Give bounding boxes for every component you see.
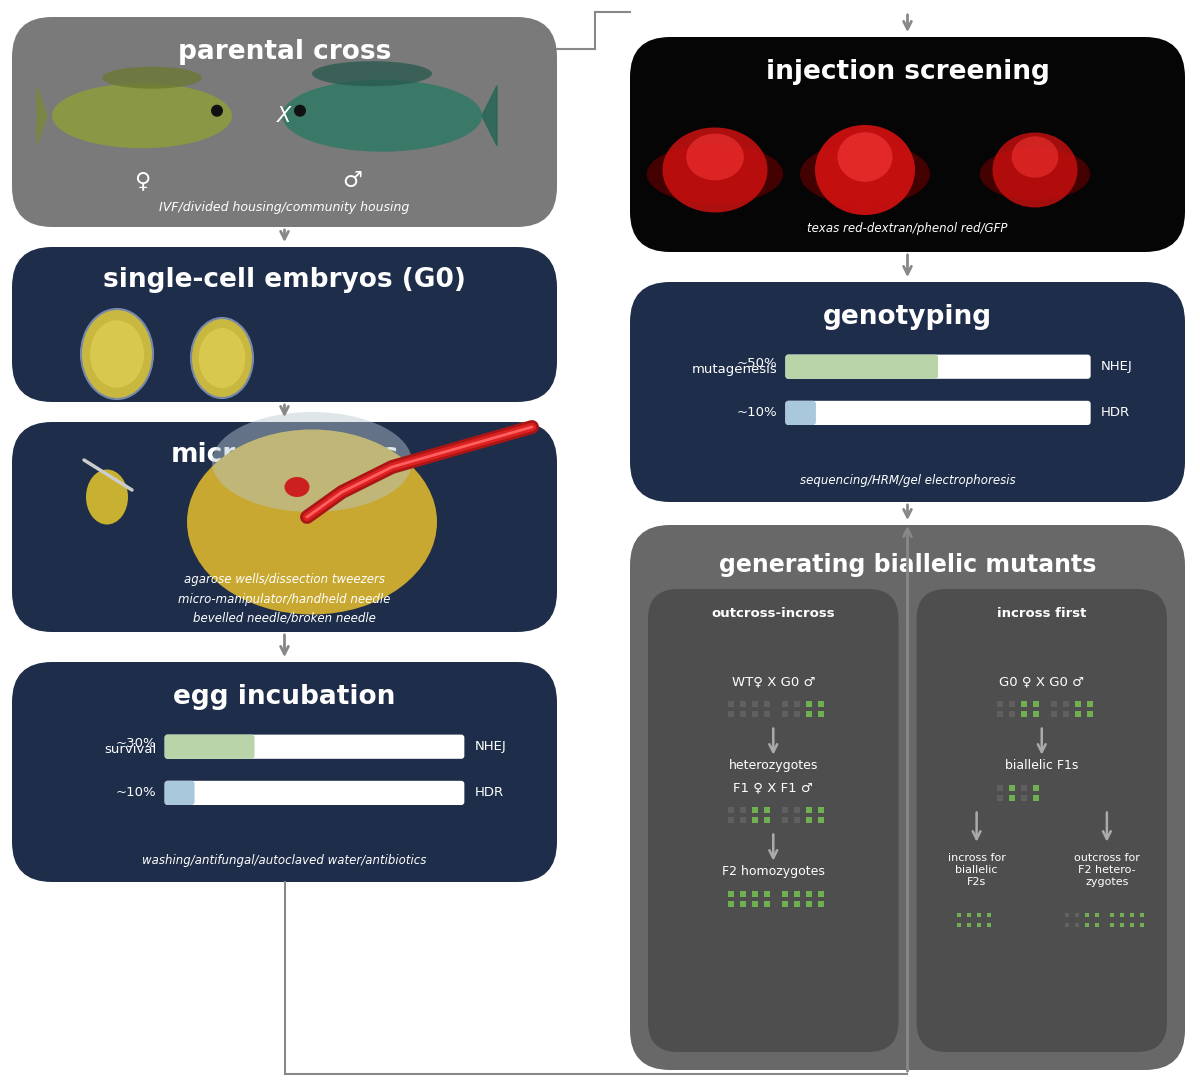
Text: generating biallelic mutants: generating biallelic mutants — [719, 553, 1096, 577]
Text: genotyping: genotyping — [823, 304, 992, 330]
FancyBboxPatch shape — [648, 589, 899, 1052]
Ellipse shape — [312, 62, 432, 87]
Text: IVF/divided housing/community housing: IVF/divided housing/community housing — [160, 201, 409, 214]
Text: NHEJ: NHEJ — [1100, 360, 1133, 373]
Text: WT♀ X G0 ♂: WT♀ X G0 ♂ — [732, 675, 815, 688]
Text: incross first: incross first — [997, 607, 1086, 620]
Ellipse shape — [52, 83, 232, 148]
Text: bevelled needle/broken needle: bevelled needle/broken needle — [193, 611, 376, 624]
Ellipse shape — [212, 412, 412, 512]
Text: mutagenesis: mutagenesis — [691, 364, 778, 377]
Ellipse shape — [199, 328, 245, 388]
FancyBboxPatch shape — [164, 735, 464, 758]
FancyBboxPatch shape — [12, 422, 557, 632]
Text: biallelic F1s: biallelic F1s — [1006, 760, 1079, 773]
FancyBboxPatch shape — [630, 282, 1186, 502]
Text: survival: survival — [104, 743, 157, 756]
FancyBboxPatch shape — [917, 589, 1166, 1052]
Text: agarose wells/dissection tweezers: agarose wells/dissection tweezers — [184, 573, 385, 586]
Text: sequencing/HRM/gel electrophoresis: sequencing/HRM/gel electrophoresis — [799, 474, 1015, 487]
Ellipse shape — [992, 132, 1078, 208]
FancyBboxPatch shape — [12, 17, 557, 227]
Ellipse shape — [815, 126, 916, 215]
Text: egg incubation: egg incubation — [173, 684, 396, 710]
Text: HDR: HDR — [1100, 407, 1129, 420]
Text: ~10%: ~10% — [116, 787, 157, 800]
FancyBboxPatch shape — [164, 735, 254, 758]
Text: outcross-incross: outcross-incross — [712, 607, 835, 620]
Text: parental cross: parental cross — [178, 39, 391, 65]
Text: injection screening: injection screening — [766, 60, 1050, 85]
Ellipse shape — [662, 128, 768, 212]
Text: heterozygotes: heterozygotes — [728, 760, 818, 773]
Text: F2 homozygotes: F2 homozygotes — [722, 866, 824, 879]
Ellipse shape — [191, 318, 253, 398]
Text: HDR: HDR — [474, 787, 504, 800]
FancyBboxPatch shape — [785, 400, 1091, 425]
Text: X: X — [277, 106, 292, 126]
Text: texas red-dextran/phenol red/GFP: texas red-dextran/phenol red/GFP — [808, 222, 1008, 235]
FancyBboxPatch shape — [164, 781, 464, 805]
Text: F1 ♀ X F1 ♂: F1 ♀ X F1 ♂ — [733, 781, 814, 794]
FancyBboxPatch shape — [630, 37, 1186, 252]
Text: ~10%: ~10% — [737, 407, 778, 420]
Polygon shape — [482, 85, 497, 146]
Text: ♂: ♂ — [342, 171, 362, 190]
FancyBboxPatch shape — [12, 662, 557, 882]
FancyBboxPatch shape — [630, 525, 1186, 1070]
Ellipse shape — [979, 148, 1091, 200]
Ellipse shape — [686, 133, 744, 181]
Ellipse shape — [187, 430, 437, 615]
Ellipse shape — [838, 132, 893, 182]
Text: NHEJ: NHEJ — [474, 740, 506, 753]
Ellipse shape — [211, 105, 223, 117]
Text: washing/antifungal/autoclaved water/antibiotics: washing/antifungal/autoclaved water/anti… — [143, 854, 427, 867]
FancyBboxPatch shape — [164, 781, 194, 805]
Text: G0 ♀ X G0 ♂: G0 ♀ X G0 ♂ — [1000, 675, 1085, 688]
Polygon shape — [37, 88, 47, 144]
Ellipse shape — [284, 477, 310, 497]
Ellipse shape — [282, 80, 482, 151]
Text: outcross for
F2 hetero-
zygotes: outcross for F2 hetero- zygotes — [1074, 853, 1140, 887]
FancyBboxPatch shape — [12, 247, 557, 403]
Ellipse shape — [1012, 136, 1058, 177]
Ellipse shape — [294, 105, 306, 117]
Text: single-cell embryos (G0): single-cell embryos (G0) — [103, 267, 466, 293]
Text: microinjections: microinjections — [170, 443, 398, 469]
FancyBboxPatch shape — [785, 355, 938, 379]
Ellipse shape — [102, 67, 202, 89]
Ellipse shape — [90, 320, 144, 387]
Ellipse shape — [82, 309, 154, 399]
Text: micro-manipulator/handheld needle: micro-manipulator/handheld needle — [179, 593, 391, 606]
Text: ♀: ♀ — [134, 171, 150, 190]
FancyBboxPatch shape — [785, 400, 816, 425]
Ellipse shape — [800, 143, 930, 206]
Text: ~30%: ~30% — [116, 737, 157, 750]
Text: incross for
biallelic
F2s: incross for biallelic F2s — [948, 853, 1006, 887]
FancyBboxPatch shape — [785, 355, 1091, 379]
Text: ~50%: ~50% — [737, 357, 778, 370]
Ellipse shape — [647, 144, 784, 203]
Ellipse shape — [86, 470, 128, 525]
